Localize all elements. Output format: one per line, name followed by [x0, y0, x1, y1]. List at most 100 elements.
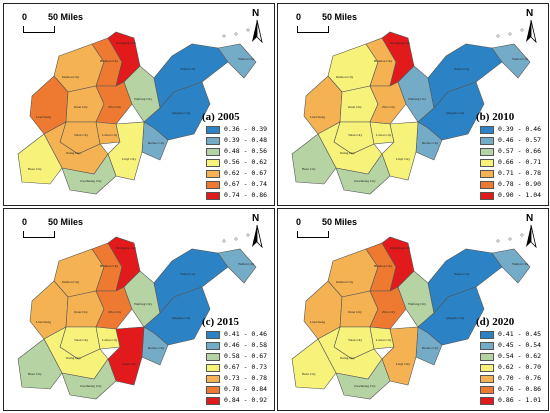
legend-swatch	[480, 397, 494, 405]
island-marker	[234, 237, 238, 241]
region-weihai	[217, 43, 257, 79]
city-label-weihai: Weihai City	[512, 262, 529, 266]
legend-item: 0.54 - 0.62	[480, 352, 548, 363]
north-label: N	[526, 213, 534, 224]
legend-label: 0.54 - 0.62	[498, 352, 542, 360]
island-marker	[222, 34, 226, 38]
city-label-heze: Heze City	[28, 167, 42, 171]
legend: 0.41 - 0.46 0.46 - 0.58 0.58 - 0.67 0.67 - …	[206, 330, 274, 407]
city-label-binzhou: Binzhou City	[100, 264, 118, 268]
legend-item: 0.86 - 1.01	[480, 396, 548, 407]
city-label-weihai: Weihai City	[238, 57, 255, 61]
panel-title: (c) 2015	[202, 316, 239, 328]
legend-item: 0.67 - 0.73	[206, 363, 274, 374]
legend-item: 0.57 - 0.66	[480, 147, 548, 158]
city-label-taian: Taian City	[74, 133, 88, 137]
legend-label: 0.71 - 0.78	[498, 169, 542, 177]
region-zibo	[95, 286, 133, 330]
legend-item: 0.70 - 0.76	[480, 374, 548, 385]
city-label-linyi: Linyi City	[396, 157, 410, 161]
region-weihai	[217, 248, 257, 284]
legend-swatch	[206, 342, 220, 350]
island-marker	[520, 28, 524, 32]
north-arrow-icon: N	[522, 8, 540, 46]
city-label-jinan: Jinan City	[74, 310, 88, 314]
scale-distance-label: 50 Miles	[48, 217, 84, 227]
legend-label: 0.74 - 0.86	[224, 191, 268, 199]
city-label-qingdao: Qingdao City	[446, 111, 465, 115]
legend-swatch	[480, 192, 494, 200]
city-label-yantai: Yantai City	[180, 272, 196, 276]
scale-distance-label: 50 Miles	[322, 12, 358, 22]
city-label-heze: Heze City	[28, 372, 42, 376]
legend-swatch	[480, 386, 494, 394]
legend-item: 0.39 - 0.46	[480, 125, 548, 136]
city-label-yantai: Yantai City	[454, 272, 470, 276]
panel-title: (a) 2005	[202, 111, 240, 123]
legend-item: 0.78 - 0.84	[206, 385, 274, 396]
city-label-weihai: Weihai City	[512, 57, 529, 61]
city-label-taian: Taian City	[74, 338, 88, 342]
legend-item: 0.84 - 0.92	[206, 396, 274, 407]
legend-item: 0.66 - 0.71	[480, 158, 548, 169]
legend: 0.36 - 0.39 0.39 - 0.48 0.48 - 0.56 0.56 - …	[206, 125, 274, 202]
legend-item: 0.46 - 0.58	[206, 341, 274, 352]
city-label-weifang: Weifang City	[408, 97, 426, 101]
legend-label: 0.86 - 1.01	[498, 396, 542, 404]
city-label-laiwu: Laiwu City	[102, 338, 118, 342]
legend-label: 0.84 - 0.92	[224, 396, 268, 404]
legend-label: 0.73 - 0.78	[224, 374, 268, 382]
legend-item: 0.56 - 0.62	[206, 158, 274, 169]
city-label-jining: Jining City	[66, 356, 81, 360]
legend-item: 0.36 - 0.39	[206, 125, 274, 136]
legend-label: 0.58 - 0.67	[224, 352, 268, 360]
city-label-taian: Taian City	[348, 338, 362, 342]
city-label-binzhou: Binzhou City	[374, 264, 392, 268]
region-zibo	[369, 81, 407, 125]
legend: 0.41 - 0.45 0.45 - 0.54 0.54 - 0.62 0.62 - …	[480, 330, 548, 407]
city-label-jinan: Jinan City	[348, 105, 362, 109]
island-marker	[234, 32, 238, 36]
city-label-weifang: Weifang City	[134, 97, 152, 101]
region-heze	[291, 133, 337, 185]
panel-c: Dongying City Binzhou City Dezhou City Jina…	[3, 208, 275, 411]
legend-label: 0.39 - 0.46	[498, 125, 542, 133]
island-marker	[246, 233, 250, 237]
island-marker	[246, 28, 250, 32]
legend-swatch	[206, 181, 220, 189]
panel-d: Dongying City Binzhou City Dezhou City Jina…	[277, 208, 549, 411]
city-label-qingdao: Qingdao City	[446, 316, 465, 320]
city-label-zaozhuang: Zaozhuang City	[80, 179, 102, 183]
legend-item: 0.67 - 0.74	[206, 180, 274, 191]
legend-swatch	[480, 331, 494, 339]
legend-swatch	[206, 137, 220, 145]
region-zaozhuang	[335, 153, 391, 195]
legend-item: 0.73 - 0.78	[206, 374, 274, 385]
legend-item: 0.62 - 0.70	[480, 363, 548, 374]
legend: 0.39 - 0.46 0.46 - 0.57 0.57 - 0.66 0.66 - …	[480, 125, 548, 202]
choropleth-map: Dongying City Binzhou City Dezhou City Jina…	[291, 28, 531, 195]
legend-label: 0.48 - 0.56	[224, 147, 268, 155]
legend-item: 0.46 - 0.57	[480, 136, 548, 147]
city-label-dezhou: Dezhou City	[336, 75, 354, 79]
city-label-zaozhuang: Zaozhuang City	[354, 179, 376, 183]
legend-swatch	[206, 353, 220, 361]
city-label-dezhou: Dezhou City	[336, 280, 354, 284]
legend-swatch	[480, 137, 494, 145]
city-label-rizhao: Rizhao City	[422, 141, 439, 145]
legend-item: 0.45 - 0.54	[480, 341, 548, 352]
city-label-liaocheng: LiaoCheng	[310, 115, 325, 119]
legend-swatch	[480, 353, 494, 361]
legend-label: 0.67 - 0.73	[224, 363, 268, 371]
legend-swatch	[480, 181, 494, 189]
north-arrow-icon: N	[522, 213, 540, 251]
region-heze	[291, 338, 337, 390]
scale-zero-label: 0	[296, 217, 302, 227]
city-label-jinan: Jinan City	[348, 310, 362, 314]
city-label-laiwu: Laiwu City	[376, 133, 392, 137]
choropleth-map: Dongying City Binzhou City Dezhou City Jina…	[17, 233, 257, 400]
city-label-rizhao: Rizhao City	[148, 141, 165, 145]
legend-label: 0.67 - 0.74	[224, 180, 268, 188]
choropleth-map: Dongying City Binzhou City Dezhou City Jina…	[291, 233, 531, 400]
scale-bar: 0 50 Miles	[292, 215, 382, 245]
